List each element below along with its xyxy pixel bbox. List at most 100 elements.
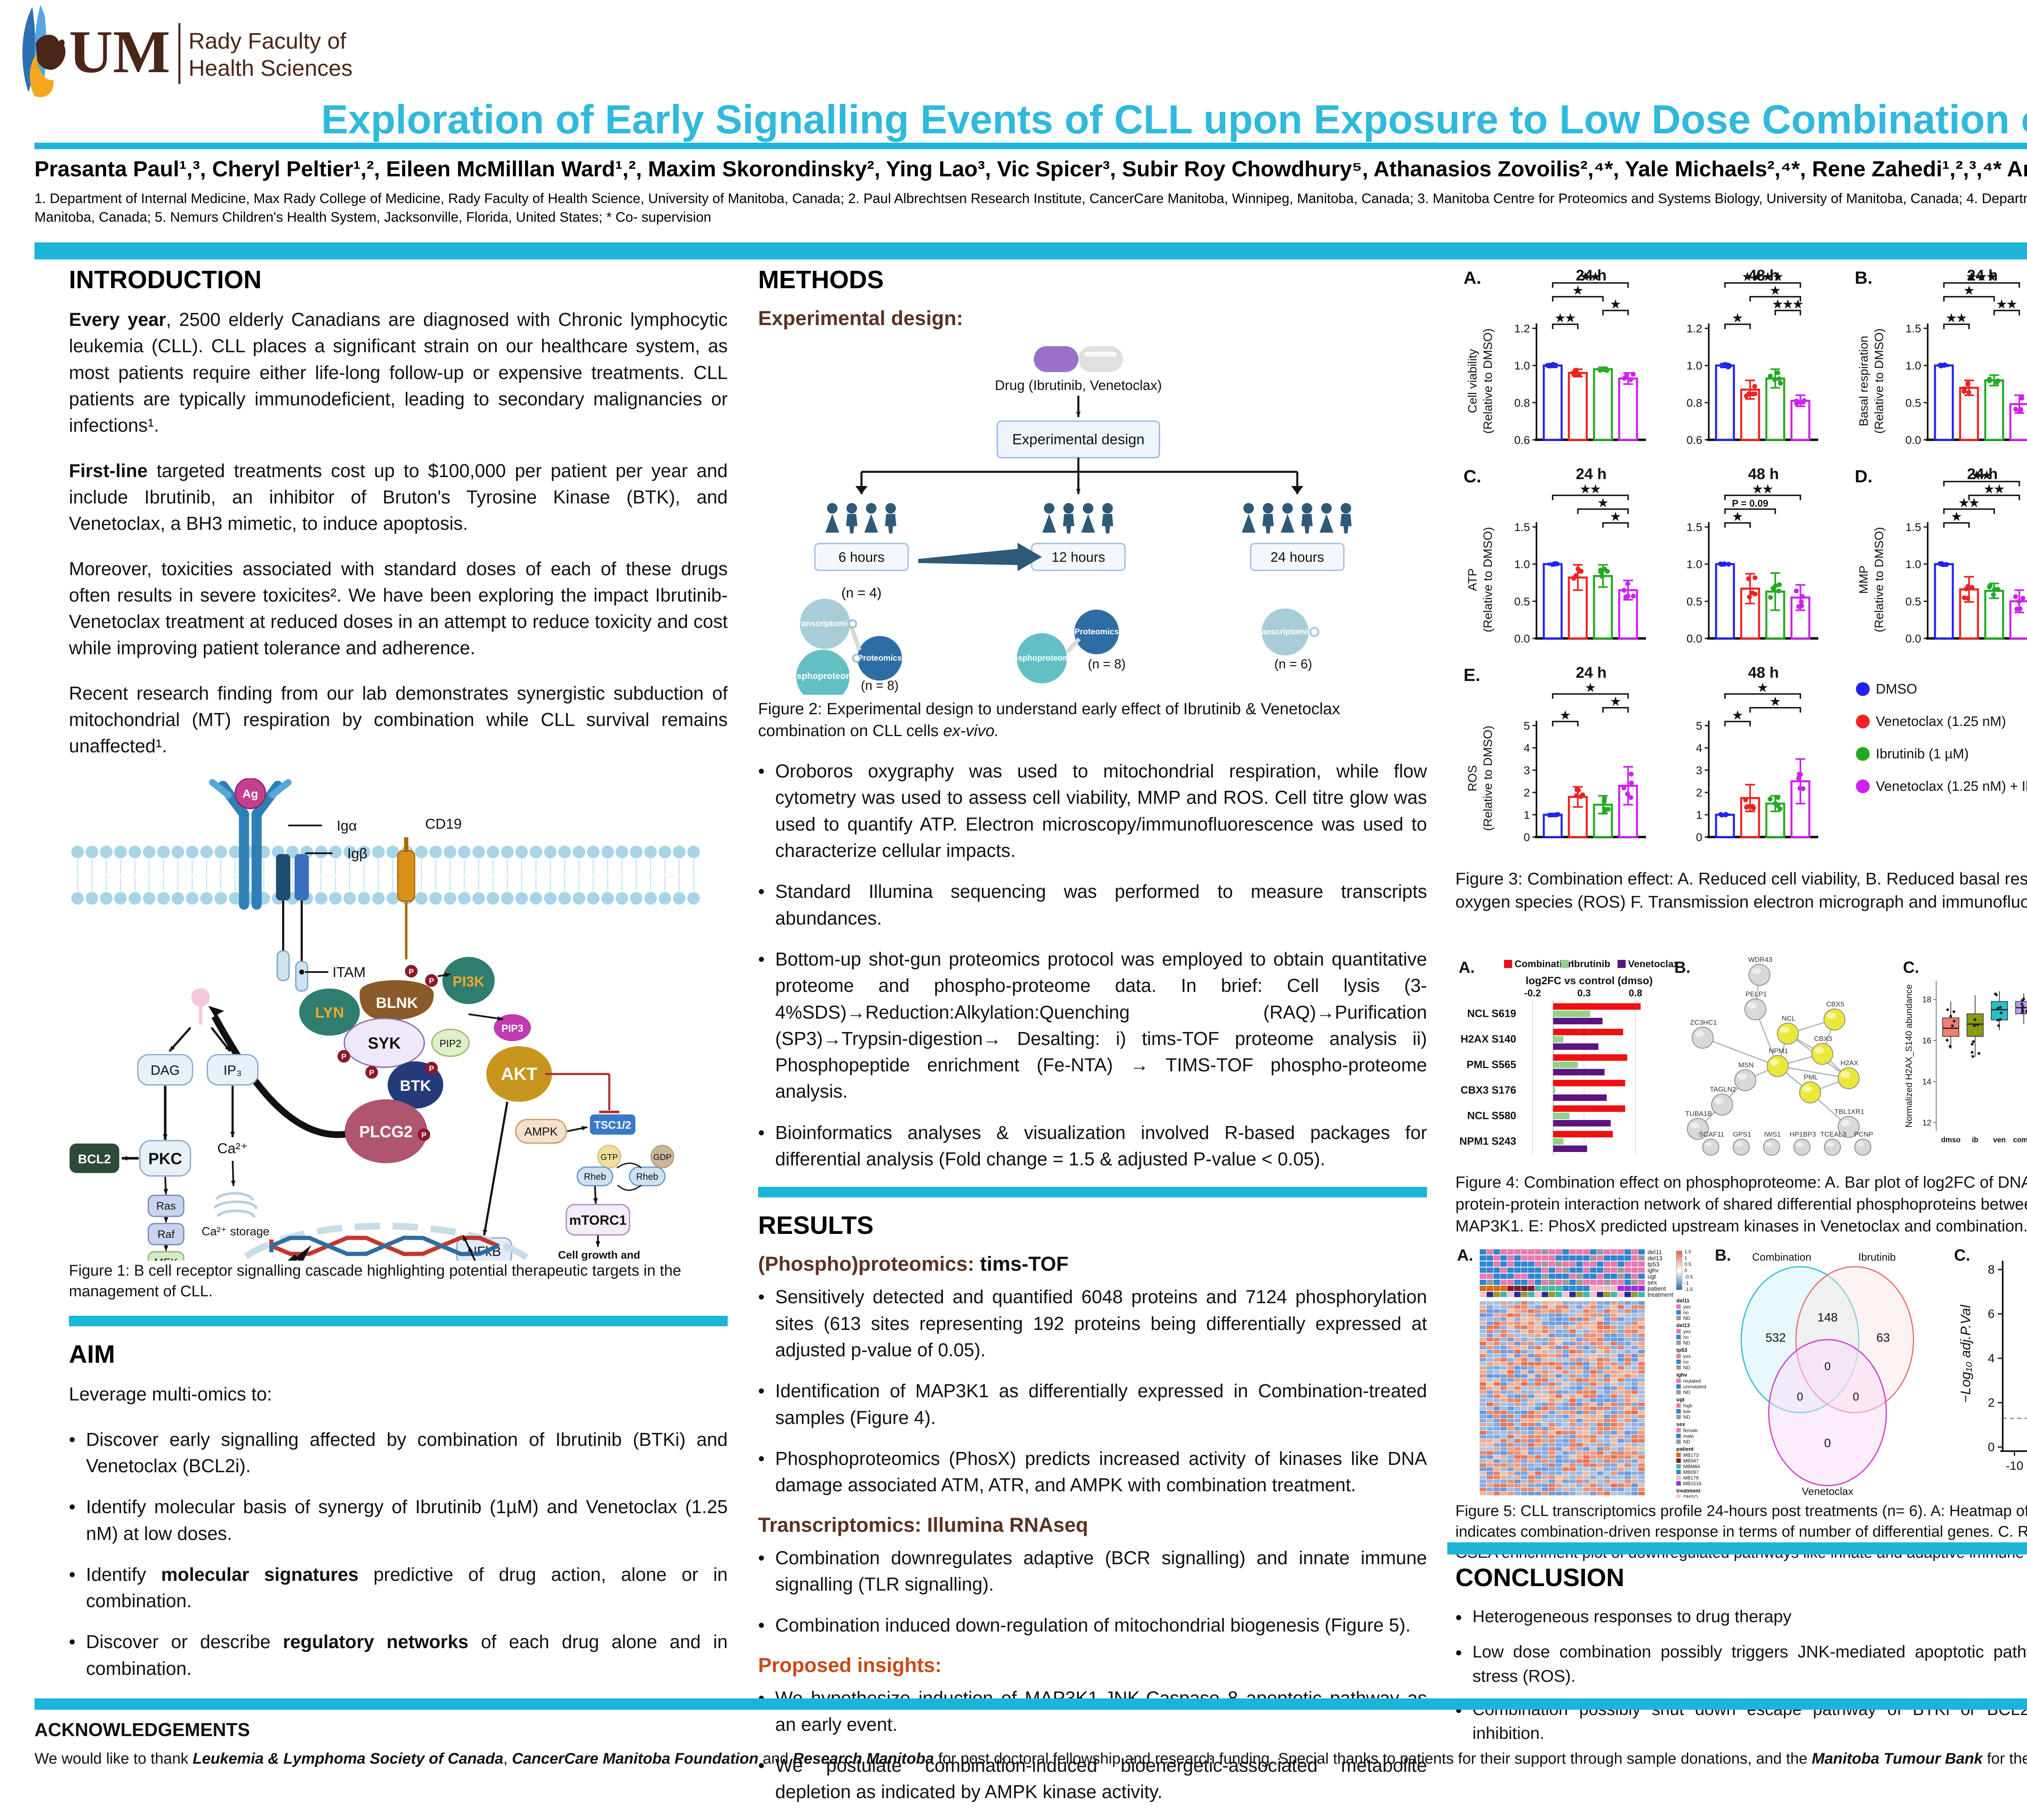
svg-text:Rheb: Rheb — [636, 1171, 658, 1182]
experimental-design-subheading: Experimental design: — [758, 307, 963, 330]
svg-text:★: ★ — [1732, 510, 1742, 523]
middle-divider-bar — [758, 1187, 1427, 1198]
aim-lead: Leverage multi-omics to: — [69, 1383, 272, 1405]
svg-text:del11: del11 — [1648, 1249, 1662, 1256]
svg-text:0.5: 0.5 — [1514, 595, 1530, 608]
figure2-caption-italic: ex-vivo. — [943, 722, 999, 740]
svg-text:B.: B. — [1674, 959, 1691, 976]
conclusion-bullet: Low dose combination possibly triggers J… — [1455, 1640, 2027, 1688]
svg-text:H2AX S140: H2AX S140 — [1461, 1033, 1516, 1045]
svg-text:1.0: 1.0 — [1514, 360, 1530, 372]
svg-text:(n = 6): (n = 6) — [1274, 657, 1312, 671]
svg-text:yes: yes — [1683, 1304, 1691, 1310]
intro-p2-text: targeted treatments cost up to $100,000 … — [69, 460, 728, 534]
svg-text:Ca²⁺: Ca²⁺ — [217, 1141, 248, 1156]
svg-text:Proteomics: Proteomics — [858, 654, 902, 663]
svg-text:★: ★ — [1770, 695, 1780, 708]
svg-text:0: 0 — [1684, 1268, 1687, 1274]
intro-p3-text: Moreover, toxicities associated with sta… — [69, 558, 728, 659]
svg-text:Ibrutinib (1 µM): Ibrutinib (1 µM) — [1876, 746, 1969, 762]
svg-text:PI3K: PI3K — [453, 974, 485, 989]
left-divider-bar — [69, 1316, 728, 1327]
figure3-caption: Figure 3: Combination effect: A. Reduced… — [1455, 869, 2027, 911]
svg-text:ND: ND — [1683, 1414, 1691, 1420]
svg-text:48 h: 48 h — [1748, 664, 1779, 681]
svg-text:E.: E. — [1463, 665, 1481, 685]
svg-text:ib: ib — [1972, 1136, 1978, 1144]
svg-text:6 hours: 6 hours — [838, 550, 884, 565]
svg-text:1.0: 1.0 — [1686, 360, 1702, 372]
svg-text:NCL S580: NCL S580 — [1467, 1109, 1516, 1122]
svg-text:C.: C. — [1903, 959, 1919, 976]
svg-text:CBX3 S176: CBX3 S176 — [1461, 1084, 1516, 1096]
svg-text:★★: ★★ — [1753, 483, 1773, 495]
svg-text:IWS1: IWS1 — [1764, 1131, 1781, 1138]
svg-text:★★: ★★ — [1946, 312, 1967, 324]
svg-text:P: P — [421, 1131, 426, 1139]
aim-b4-bold: regulatory networks — [283, 1631, 469, 1653]
svg-text:MEK: MEK — [154, 1256, 178, 1260]
svg-text:0: 0 — [1696, 831, 1702, 844]
svg-text:Rheb: Rheb — [584, 1171, 606, 1182]
aim-bullet: Identify molecular signatures predictive… — [69, 1561, 728, 1614]
svg-text:C.: C. — [1463, 467, 1481, 486]
aim-heading: AIM — [69, 1340, 115, 1369]
svg-text:0.5: 0.5 — [1686, 595, 1702, 608]
svg-text:ugt: ugt — [1676, 1396, 1685, 1402]
transcriptomics-subheading: Transcriptomics: Illumina RNAseq — [758, 1513, 1088, 1536]
svg-text:MB1518: MB1518 — [1683, 1481, 1701, 1486]
svg-text:CBX3: CBX3 — [1814, 1035, 1832, 1043]
results-bullet: We hypothesize induction of MAP3K1-JNK-C… — [758, 1685, 1427, 1738]
svg-text:48 h: 48 h — [1748, 466, 1779, 483]
aim-bullet: Discover or describe regulatory networks… — [69, 1629, 728, 1682]
svg-text:P: P — [429, 1064, 434, 1073]
svg-text:★: ★ — [1560, 709, 1570, 722]
svg-text:PKC: PKC — [148, 1150, 182, 1168]
svg-text:ND: ND — [1683, 1390, 1691, 1395]
svg-text:16: 16 — [1922, 1036, 1931, 1045]
svg-text:Cell viability: Cell viability — [1466, 349, 1479, 413]
svg-text:-0.5: -0.5 — [1684, 1274, 1693, 1280]
svg-text:(n = 8): (n = 8) — [861, 678, 898, 693]
svg-text:24 h: 24 h — [1967, 466, 1998, 483]
methods-bullet: Standard Illumina sequencing was perform… — [758, 878, 1427, 931]
svg-text:0.5: 0.5 — [1905, 595, 1921, 608]
faculty-name: Rady Faculty of Health Sciences — [189, 27, 353, 81]
svg-text:treatment: treatment — [1648, 1291, 1673, 1298]
svg-text:Drug (Ibrutinib, Venetoclax): Drug (Ibrutinib, Venetoclax) — [995, 378, 1162, 393]
svg-text:(n = 4): (n = 4) — [841, 585, 881, 601]
svg-text:★★★★: ★★★★ — [1742, 270, 1783, 283]
acknowledgements-heading: ACKNOWLEDGEMENTS — [34, 1719, 250, 1740]
svg-text:NPM1: NPM1 — [1769, 1047, 1788, 1055]
svg-text:0.5: 0.5 — [1684, 1261, 1691, 1267]
header-bottom-bar — [34, 242, 2027, 259]
intro-paragraph: First-line targeted treatments cost up t… — [69, 458, 728, 537]
svg-text:LYN: LYN — [315, 1004, 344, 1021]
svg-text:0: 0 — [1853, 1390, 1859, 1403]
svg-text:sex: sex — [1648, 1279, 1657, 1286]
svg-text:MMP: MMP — [1857, 565, 1871, 594]
svg-text:Cell growth and: Cell growth and — [558, 1248, 641, 1260]
figure1-caption: Figure 1: B cell receptor signalling cas… — [69, 1262, 681, 1300]
results-bullet: Sensitively detected and quantified 6048… — [758, 1284, 1427, 1363]
svg-text:Venetoclax: Venetoclax — [1628, 959, 1679, 970]
svg-text:Ag: Ag — [242, 787, 258, 800]
figure4-caption: Figure 4: Combination effect on phosphop… — [1455, 1173, 2027, 1235]
svg-text:1: 1 — [1684, 1255, 1687, 1261]
svg-text:ND: ND — [1683, 1439, 1691, 1445]
svg-text:★: ★ — [1610, 695, 1620, 708]
svg-text:Phosphoproteomics: Phosphoproteomics — [1003, 654, 1081, 663]
aim-b3-pre: Identify — [86, 1563, 161, 1585]
intro-paragraph: Every year, 2500 elderly Canadians are d… — [69, 306, 728, 439]
svg-text:PML: PML — [1804, 1073, 1818, 1081]
svg-text:24 h: 24 h — [1576, 267, 1607, 284]
svg-text:PELP1: PELP1 — [1746, 990, 1767, 998]
aim-b4-pre: Discover or describe — [86, 1631, 283, 1653]
svg-text:★: ★ — [1585, 681, 1595, 694]
svg-text:treatment: treatment — [1676, 1488, 1701, 1494]
svg-text:★★★: ★★★ — [1966, 270, 1997, 283]
svg-text:1.5: 1.5 — [1905, 322, 1921, 335]
svg-text:0: 0 — [1797, 1390, 1803, 1403]
svg-text:0.0: 0.0 — [1905, 632, 1921, 645]
